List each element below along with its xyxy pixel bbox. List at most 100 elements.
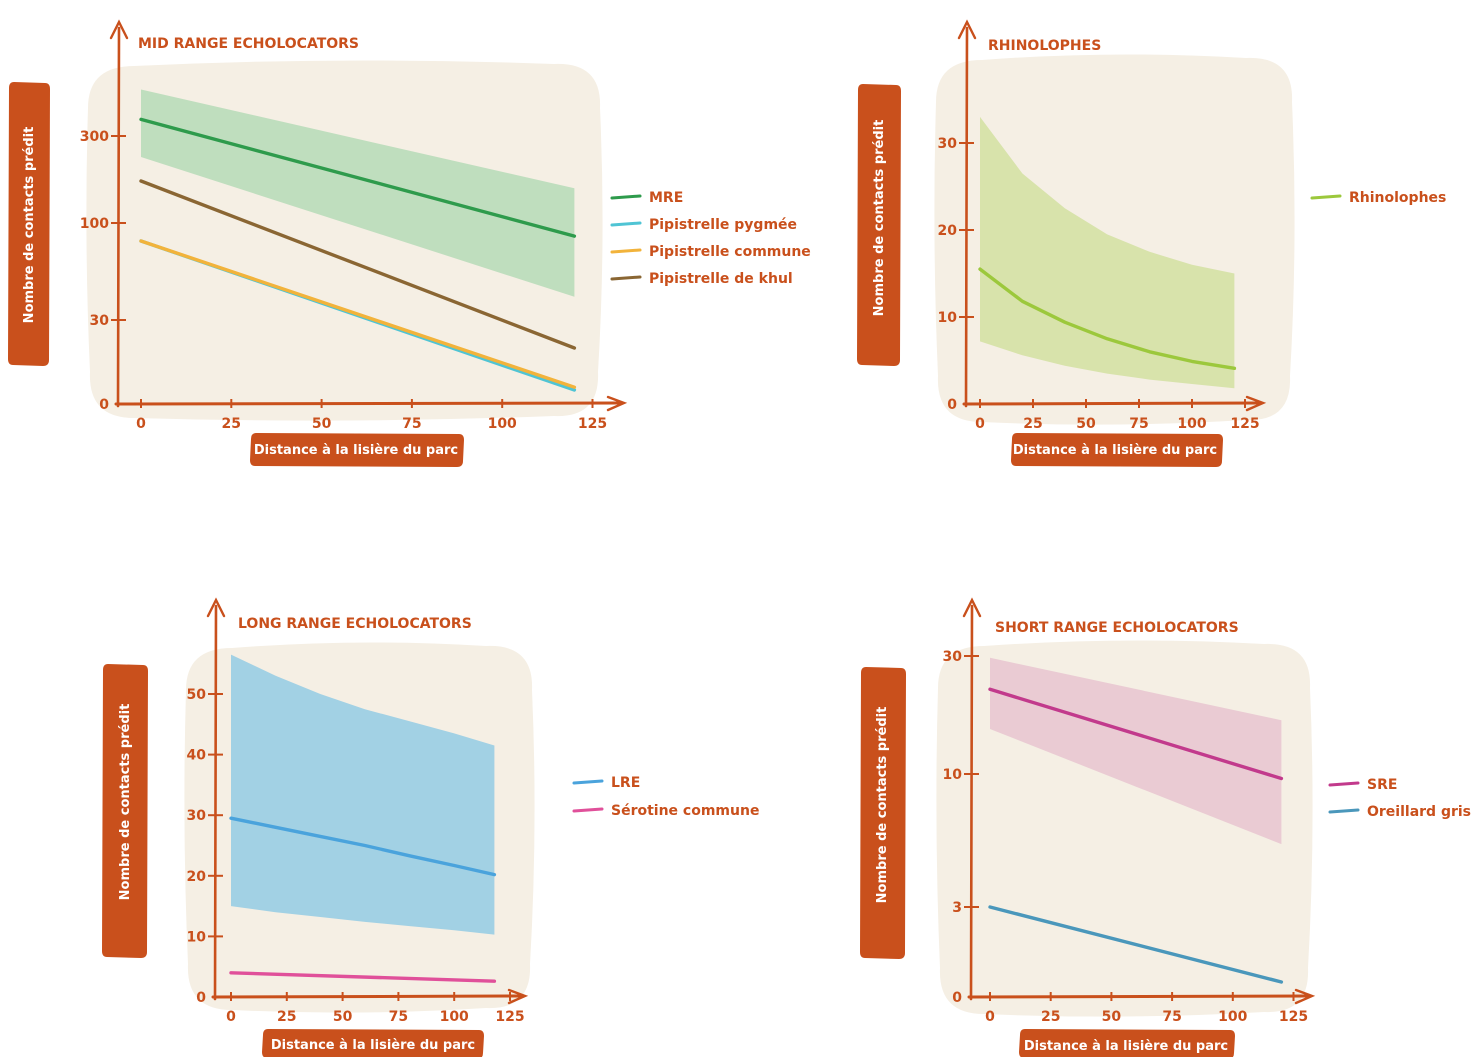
series-line-0 <box>978 267 1237 370</box>
y-tick-label-5: 50 <box>187 687 207 703</box>
x-axis-arrow <box>606 395 628 412</box>
y-axis-label: Nombre de contacts prédit <box>875 707 890 904</box>
x-label-box <box>1011 433 1223 467</box>
x-label-box <box>250 433 464 467</box>
confidence-band-0 <box>980 116 1235 389</box>
x-tick-label-5: 125 <box>578 416 607 432</box>
y-label-box <box>8 82 50 366</box>
x-tick-label-3: 75 <box>1162 1009 1181 1025</box>
legend-swatch-0 <box>610 194 642 200</box>
x-tick-label-0: 0 <box>985 1009 995 1025</box>
x-tick-label-2: 50 <box>1076 416 1096 432</box>
legend-item-1: Oreillard gris <box>1367 804 1471 820</box>
x-tick-label-0: 0 <box>975 416 985 432</box>
x-tick-label-4: 100 <box>1177 416 1206 432</box>
y-tick-label-1: 10 <box>187 929 207 945</box>
y-axis-arrow <box>962 597 982 618</box>
legend-item-0: LRE <box>611 775 640 791</box>
series-line-1 <box>988 905 1284 984</box>
y-axis-arrow <box>957 19 977 40</box>
y-tick-label-2: 20 <box>187 869 207 885</box>
legend-item-1: Sérotine commune <box>611 803 759 819</box>
series-line-0 <box>229 816 497 877</box>
y-label-box <box>102 664 148 958</box>
series-line-2 <box>139 239 577 389</box>
legend-swatch-0 <box>1310 194 1342 200</box>
x-axis-line <box>967 994 1310 999</box>
y-axis-label: Nombre de contacts prédit <box>22 127 37 324</box>
y-tick-label-3: 30 <box>943 649 963 665</box>
legend-item-2: Pipistrelle commune <box>649 244 811 260</box>
x-tick-label-1: 25 <box>1023 416 1042 432</box>
x-tick-label-5: 125 <box>1279 1009 1308 1025</box>
x-tick-label-3: 75 <box>1129 416 1148 432</box>
confidence-band-0 <box>231 654 495 935</box>
legend-swatch-0 <box>1328 781 1360 787</box>
chart-title: LONG RANGE ECHOLOCATORS <box>238 616 472 632</box>
y-tick-label-4: 40 <box>187 748 207 764</box>
series-line-0 <box>139 117 577 238</box>
y-tick-label-2: 100 <box>80 216 109 232</box>
x-tick-label-1: 25 <box>277 1009 296 1025</box>
x-tick-label-2: 50 <box>333 1009 353 1025</box>
y-axis-line <box>213 604 218 1001</box>
y-tick-label-2: 10 <box>943 767 963 783</box>
legend-swatch-1 <box>572 807 604 813</box>
legend-item-0: Rhinolophes <box>1349 190 1446 206</box>
y-label-box <box>860 667 906 959</box>
series-line-3 <box>139 179 577 350</box>
x-axis-line <box>114 401 622 406</box>
y-tick-label-1: 10 <box>938 310 958 326</box>
y-axis-label: Nombre de contacts prédit <box>872 120 887 317</box>
y-tick-label-3: 300 <box>80 129 109 145</box>
x-axis-arrow <box>1294 988 1316 1005</box>
x-tick-label-2: 50 <box>312 416 332 432</box>
y-axis-arrow <box>109 19 129 40</box>
legend-item-0: MRE <box>649 190 683 206</box>
x-tick-label-4: 100 <box>440 1009 469 1025</box>
chart-rhino: 0 25 50 75 100 125 0 10 20 30 RHINOLOPHES Nombre de… <box>857 19 1446 467</box>
legend-item-1: Pipistrelle pygmée <box>649 217 797 233</box>
x-axis-label: Distance à la lisière du parc <box>254 443 458 458</box>
x-tick-label-4: 100 <box>488 416 517 432</box>
series-line-0 <box>988 687 1284 781</box>
y-axis-arrow <box>206 597 226 618</box>
y-axis-label: Nombre de contacts prédit <box>118 704 133 901</box>
x-tick-label-1: 25 <box>1041 1009 1060 1025</box>
y-tick-label-0: 0 <box>196 990 206 1006</box>
x-axis-label: Distance à la lisière du parc <box>1024 1039 1228 1054</box>
confidence-band-0 <box>141 89 575 297</box>
legend-swatch-1 <box>610 221 642 227</box>
series-line-1 <box>229 971 497 983</box>
x-tick-label-3: 75 <box>389 1009 408 1025</box>
legend-swatch-3 <box>610 275 642 281</box>
y-tick-label-3: 30 <box>938 136 958 152</box>
chart-short: 0 25 50 75 100 125 0 3 10 30 SHORT RANGE ECHOLOCAT… <box>860 597 1471 1059</box>
x-tick-label-2: 50 <box>1102 1009 1122 1025</box>
y-axis-line <box>116 26 121 408</box>
x-tick-label-1: 25 <box>222 416 241 432</box>
x-label-box <box>262 1029 484 1059</box>
chart-mid: 0 25 50 75 100 125 0 30 100 300 MID RANGE ECHOLOCA… <box>8 19 811 467</box>
y-tick-label-2: 20 <box>938 223 958 239</box>
y-tick-label-0: 0 <box>947 397 957 413</box>
x-tick-label-0: 0 <box>136 416 146 432</box>
x-axis-line <box>211 994 523 999</box>
y-tick-label-0: 0 <box>952 990 962 1006</box>
x-axis-line <box>962 401 1261 406</box>
x-axis-arrow <box>507 988 529 1005</box>
y-axis-line <box>969 604 974 1001</box>
x-tick-label-4: 100 <box>1218 1009 1247 1025</box>
y-tick-label-0: 0 <box>99 397 109 413</box>
y-axis-line <box>964 26 969 408</box>
chart-long: 0 25 50 75 100 125 0 10 20 30 40 50 LONG RANGE ECHOL… <box>102 597 759 1059</box>
x-tick-label-5: 125 <box>1230 416 1259 432</box>
x-axis-label: Distance à la lisière du parc <box>1013 443 1217 458</box>
legend-swatch-1 <box>1328 808 1360 814</box>
x-tick-label-3: 75 <box>402 416 421 432</box>
legend-swatch-0 <box>572 779 604 785</box>
y-tick-label-1: 3 <box>952 900 962 916</box>
x-tick-label-0: 0 <box>226 1009 236 1025</box>
legend-item-3: Pipistrelle de khul <box>649 271 793 287</box>
